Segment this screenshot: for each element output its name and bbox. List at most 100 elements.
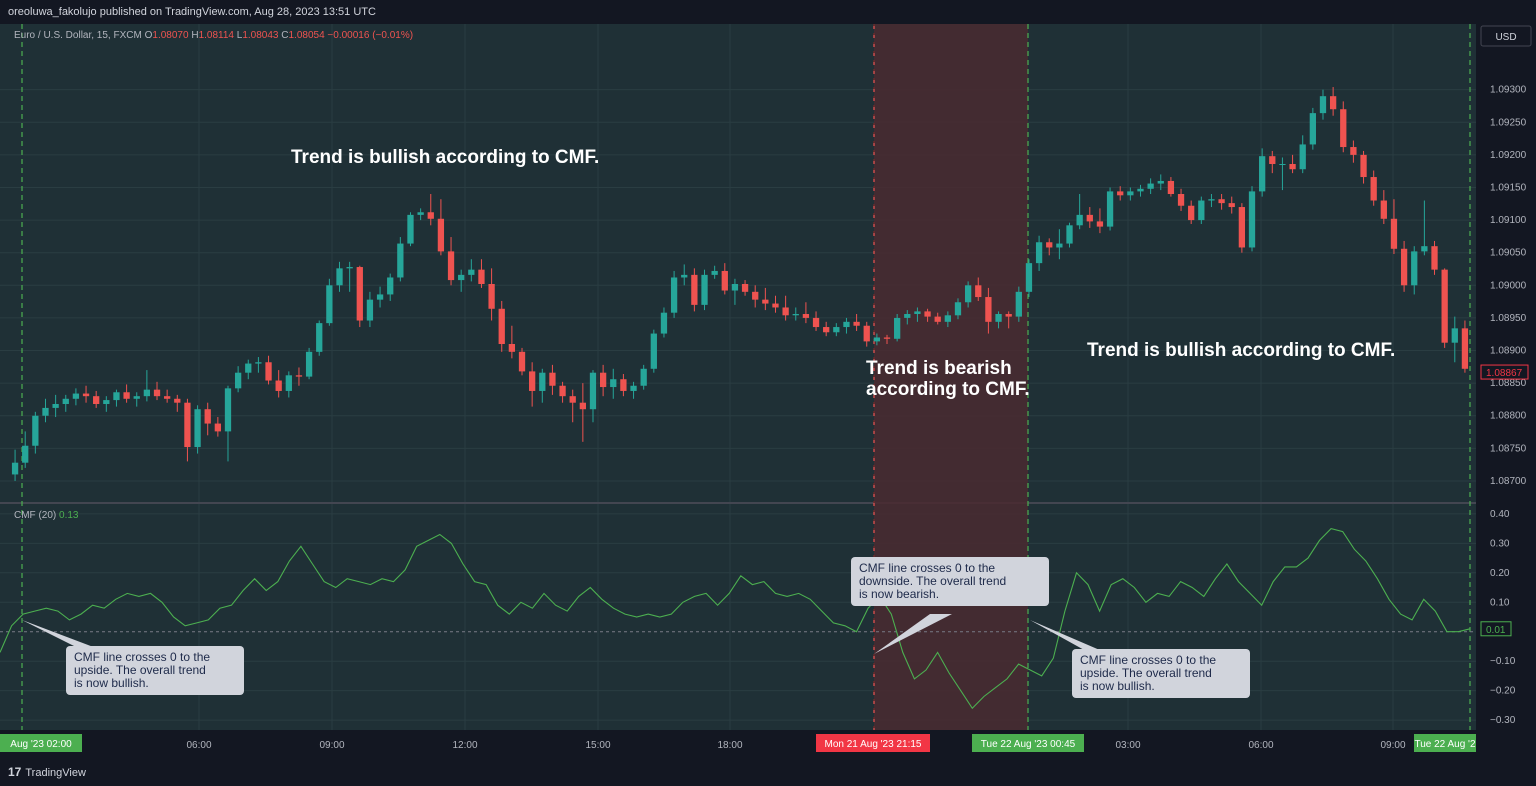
candle-body: [11, 462, 19, 475]
callout-cross-down: CMF line crosses 0 to the downside. The …: [851, 557, 1049, 606]
callout-pointer: [22, 620, 96, 648]
current-price-label: 1.08867: [1486, 368, 1523, 379]
candle-body: [914, 311, 921, 314]
candle-body: [204, 409, 211, 424]
candle-body: [62, 398, 69, 404]
candle-body: [691, 274, 698, 305]
candle-body: [762, 299, 769, 304]
candle-body: [326, 285, 333, 324]
candle-body: [1188, 205, 1195, 221]
candle-body: [1340, 109, 1347, 148]
candle-body: [589, 372, 597, 410]
candle-body: [498, 308, 505, 344]
candle-body: [731, 284, 739, 291]
candle-body: [559, 385, 566, 397]
candle-body: [1137, 188, 1144, 192]
candle-body: [245, 363, 252, 373]
candle-body: [508, 344, 516, 352]
bearish-zone-highlight: [874, 24, 1028, 730]
tradingview-logo[interactable]: 17 TradingView: [8, 765, 86, 779]
candle-body: [954, 302, 962, 316]
price-tick-label: 1.09150: [1490, 182, 1527, 193]
candle-body: [518, 351, 526, 372]
candle-body: [72, 393, 80, 399]
candle-body: [265, 362, 272, 381]
candle-body: [1299, 144, 1306, 170]
time-tick-label: 18:00: [717, 740, 742, 751]
candle-body: [1106, 191, 1114, 227]
candle-body: [1259, 156, 1266, 192]
price-tick-label: 1.09250: [1490, 117, 1527, 128]
candle-body: [772, 303, 779, 308]
candle-body: [123, 392, 130, 399]
candle-body: [610, 379, 617, 388]
cmf-series[interactable]: [0, 527, 1476, 710]
time-tag-bearish: Mon 21 Aug '23 21:15: [825, 739, 922, 750]
candle-body: [52, 404, 59, 408]
candle-body: [1421, 246, 1428, 252]
candle-body: [1198, 200, 1205, 221]
candle-body: [985, 297, 992, 322]
candle-body: [853, 321, 860, 326]
candle-body: [1167, 180, 1175, 194]
candle-body: [255, 362, 262, 364]
candle-body: [417, 212, 424, 215]
time-axis-bg: [0, 730, 1536, 756]
price-tick-label: 1.09050: [1490, 248, 1527, 259]
usd-label: USD: [1495, 32, 1516, 43]
annotation-bullish-2: Trend is bullish according to CMF.: [1087, 340, 1396, 361]
candle-body: [1269, 156, 1276, 164]
cmf-line: [0, 527, 1471, 710]
candle-body: [22, 445, 29, 463]
candle-body: [934, 316, 941, 322]
time-tag-start-bg: [0, 734, 82, 752]
cmf-current-label: 0.01: [1486, 625, 1506, 636]
usd-button[interactable]: USD: [1480, 25, 1532, 47]
candle-body: [569, 396, 576, 403]
candle-body: [823, 327, 830, 333]
time-tick-label: 12:00: [452, 740, 477, 751]
candle-body: [995, 314, 1002, 322]
candle-body: [224, 388, 232, 432]
candle-body: [539, 372, 546, 391]
candle-body: [133, 396, 140, 399]
time-axis[interactable]: 06:00 09:00 12:00 15:00 18:00 03:00 06:00 09:00…: [0, 734, 1476, 752]
candle-body: [630, 385, 637, 391]
cmf-tick-label: 0.30: [1490, 538, 1510, 549]
candle-body: [782, 307, 789, 316]
candlestick-series[interactable]: [11, 87, 1469, 481]
candle-body: [397, 243, 404, 278]
time-tick-label: 09:00: [319, 740, 344, 751]
time-tag-bullish: Tue 22 Aug '23 00:45: [981, 739, 1076, 750]
candle-body: [741, 284, 749, 292]
candle-body: [1380, 200, 1387, 219]
candle-body: [32, 415, 39, 446]
candle-body: [1076, 214, 1083, 226]
candle-body: [752, 291, 759, 300]
candle-body: [670, 277, 678, 313]
candle-body: [1096, 221, 1104, 227]
cmf-legend: CMF (20) 0.13: [14, 510, 79, 521]
price-tick-label: 1.09200: [1490, 150, 1527, 161]
chart-area[interactable]: 1.09300 1.09250 1.09200 1.09150 1.09100 1.090…: [0, 24, 1536, 756]
candle-body: [1400, 248, 1408, 286]
cmf-axis[interactable]: 0.40 0.30 0.20 0.10 −0.10 −0.20 −0.30 0.01: [1480, 509, 1516, 726]
candle-body: [42, 407, 49, 416]
annotation-bearish: Trend is bearish according to CMF.: [866, 358, 1030, 400]
cmf-tick-label: −0.20: [1490, 686, 1516, 697]
candle-body: [366, 299, 374, 321]
candle-body: [843, 321, 850, 328]
candle-body: [194, 409, 201, 448]
price-tick-label: 1.09300: [1490, 85, 1527, 96]
candle-body: [660, 312, 668, 334]
candle-body: [599, 372, 607, 388]
price-tick-label: 1.08900: [1490, 346, 1527, 357]
candle-body: [478, 269, 485, 284]
tradingview-logo-icon: 17: [8, 765, 22, 779]
candle-body: [1127, 191, 1134, 196]
candle-body: [833, 327, 840, 333]
price-axis[interactable]: 1.09300 1.09250 1.09200 1.09150 1.09100 1.090…: [1480, 85, 1529, 487]
candle-body: [346, 267, 353, 269]
price-tick-label: 1.08950: [1490, 313, 1527, 324]
candle-body: [336, 268, 343, 286]
